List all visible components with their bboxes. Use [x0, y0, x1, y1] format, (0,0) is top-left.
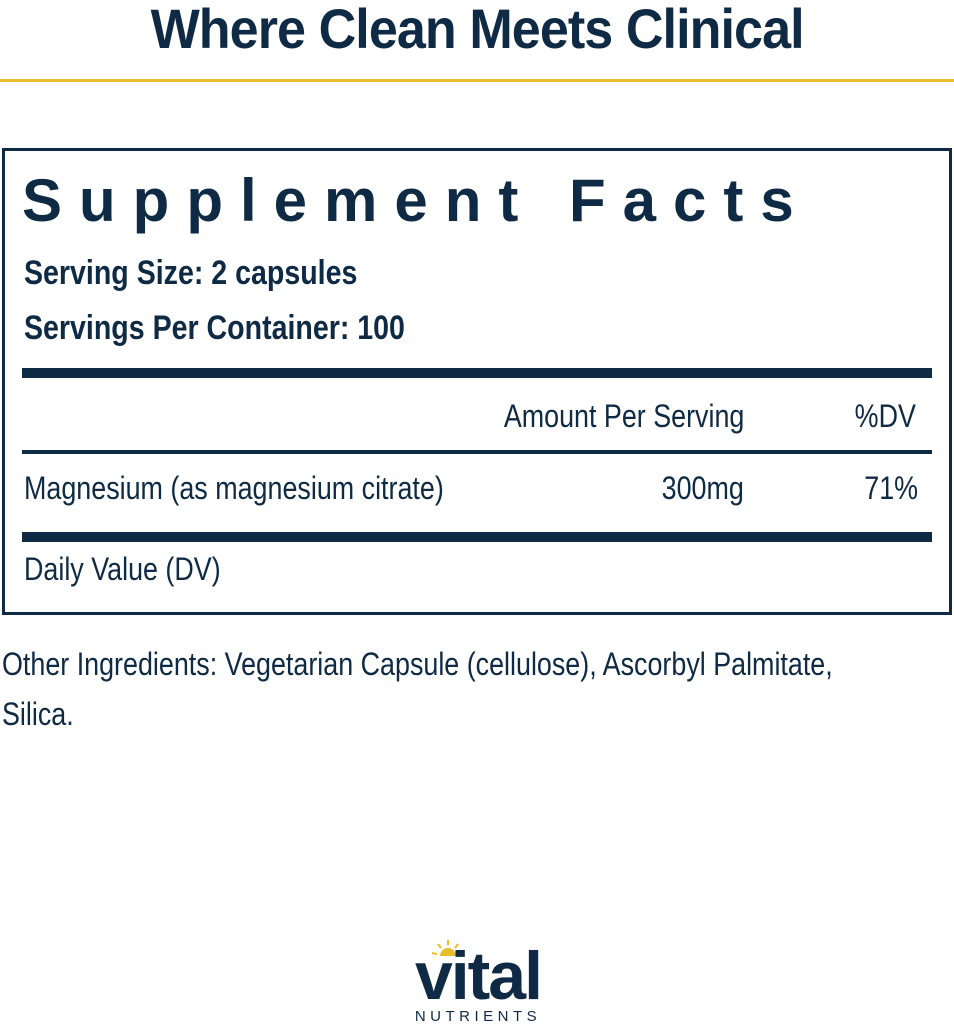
servings-per-container: Servings Per Container: 100: [24, 309, 405, 347]
daily-value-footnote: Daily Value (DV): [24, 551, 221, 587]
thick-divider-bottom: [22, 532, 932, 542]
amount-per-serving-header: Amount Per Serving: [503, 398, 744, 434]
serving-size: Serving Size: 2 capsules: [24, 254, 358, 292]
nutrient-name: Magnesium (as magnesium citrate): [24, 470, 444, 506]
sun-icon: vital NUTRIENTS: [415, 938, 543, 1025]
logo-word: vital: [415, 938, 541, 1014]
other-ingredients: Other Ingredients: Vegetarian Capsule (c…: [2, 646, 833, 682]
thin-divider: [22, 450, 932, 454]
supplement-facts-title: Supplement Facts: [22, 167, 811, 234]
supplement-facts-panel: [2, 148, 952, 615]
nutrient-dv: 71%: [864, 470, 918, 506]
dv-header: %DV: [854, 398, 916, 434]
gold-divider: [0, 79, 954, 82]
vital-nutrients-logo: vital NUTRIENTS: [398, 935, 558, 1025]
logo-sub: NUTRIENTS: [415, 1008, 541, 1025]
headline: Where Clean Meets Clinical: [150, 0, 804, 60]
thick-divider: [22, 368, 932, 378]
other-ingredients-cont: Silica.: [2, 696, 74, 732]
nutrient-amount: 300mg: [661, 470, 744, 506]
